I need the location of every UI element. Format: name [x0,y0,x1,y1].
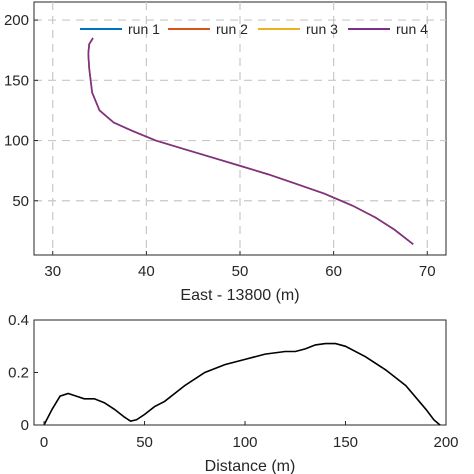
x-tick-label: 100 [233,434,258,451]
x-tick-label: 50 [232,263,249,280]
series-lines [43,342,441,426]
x-tick-label: 40 [138,263,155,280]
series-lines [87,37,414,245]
y-tick-labels: 50 100 150 200 [4,12,38,210]
x-tick-label: 150 [333,434,358,451]
series-line-run-1 [87,37,414,245]
y-tick-label: 0.2 [8,365,29,382]
series-line-run-4 [87,37,414,245]
legend-label-run-4: run 4 [396,21,428,37]
grid-lines [34,2,446,255]
y-tick-labels: 0 0.2 0.4 [8,312,38,434]
y-tick-label: 150 [4,72,29,89]
y-tick-label: 100 [4,133,29,150]
y-tick-label: 50 [12,193,29,210]
x-tick-label: 70 [419,263,436,280]
legend-label-run-2: run 2 [216,21,248,37]
profile-line [43,342,441,426]
plot-frame [33,319,447,426]
x-axis-label: Distance (m) [205,458,296,474]
x-tick-labels: 30 40 50 60 70 [44,251,436,280]
legend-label-run-3: run 3 [306,21,338,37]
legend: run 1 run 2 run 3 run 4 [80,21,428,37]
y-tick-label: 0 [21,417,29,434]
x-tick-label: 0 [40,434,48,451]
y-tick-label: 0.4 [8,312,29,329]
series-line-run-3 [87,37,414,245]
x-axis-label: East - 13800 (m) [180,287,299,304]
x-tick-label: 200 [433,434,458,451]
distance-profile-chart: 0 50 100 150 200 0 0.2 0.4 Distance (m) [8,312,458,474]
series-line-run-2 [87,37,414,245]
x-tick-label: 30 [44,263,61,280]
x-tick-label: 60 [325,263,342,280]
y-tick-label: 200 [4,12,29,29]
x-tick-label: 50 [136,434,153,451]
legend-label-run-1: run 1 [128,21,160,37]
x-tick-labels: 0 50 100 150 200 [40,421,459,451]
